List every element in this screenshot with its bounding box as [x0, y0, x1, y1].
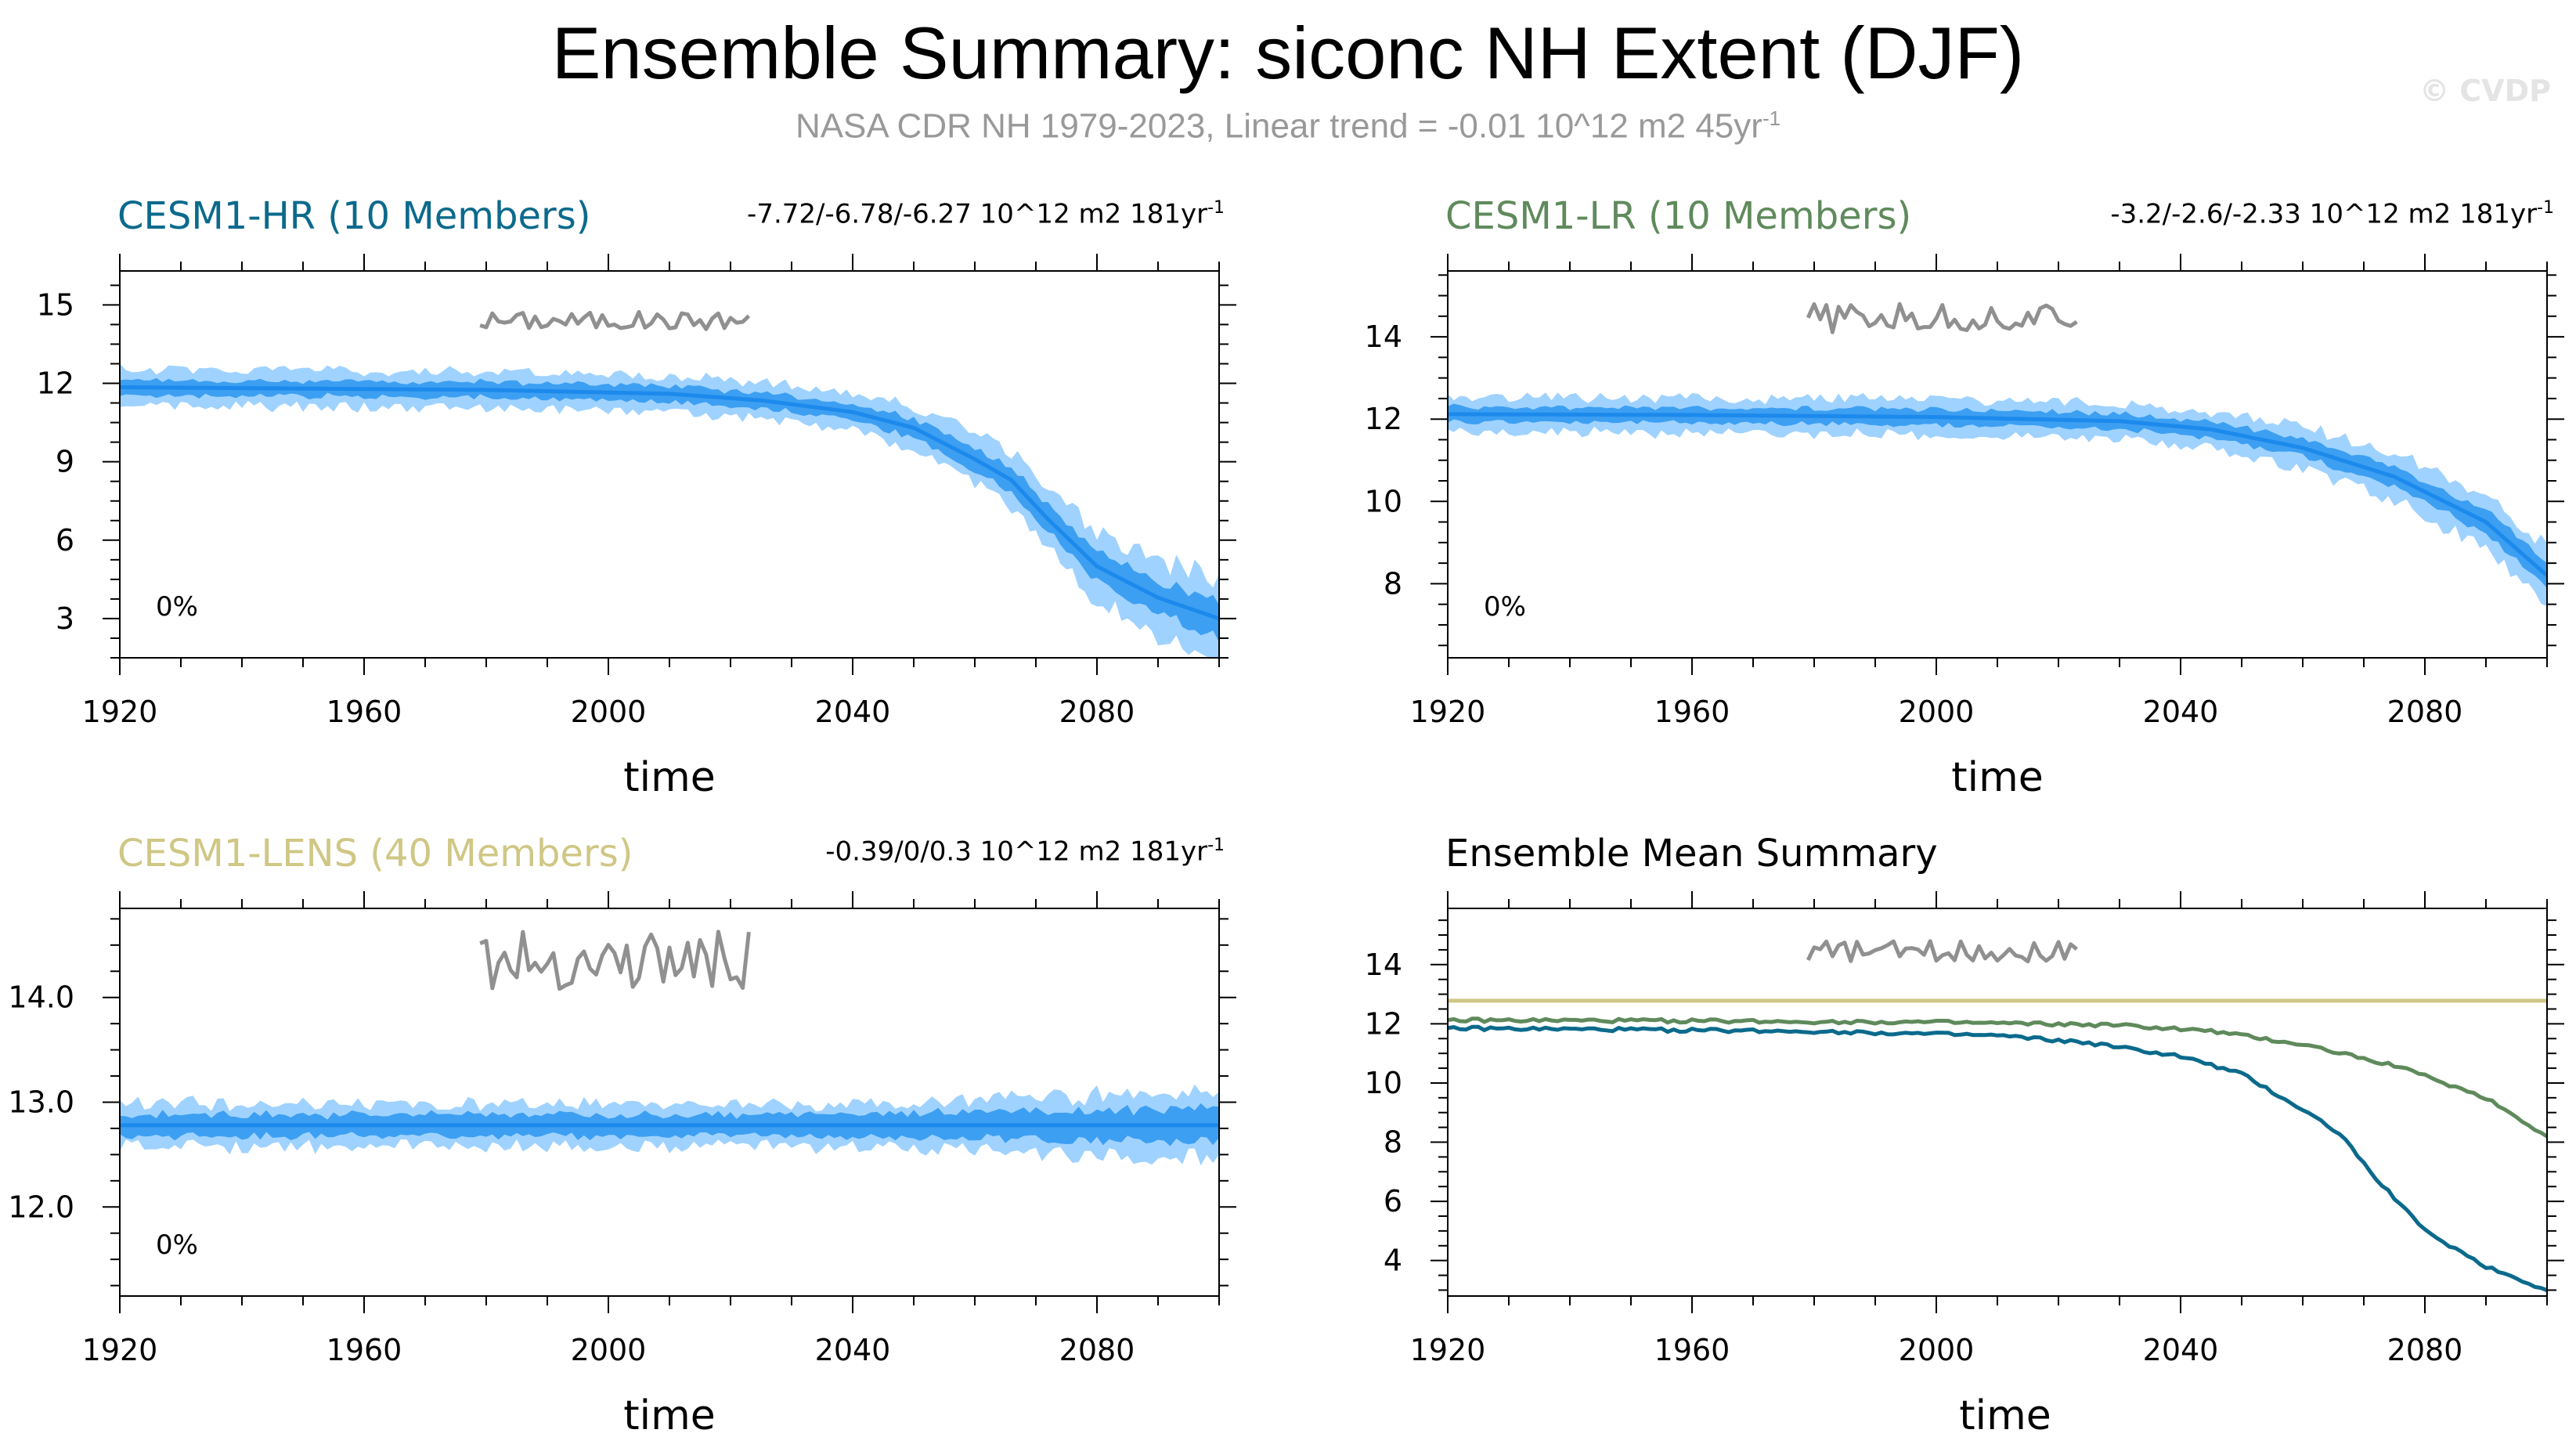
observation-line	[1806, 301, 2078, 334]
percent-label: 0%	[1484, 591, 1526, 623]
stat-exp-lens: -1	[1207, 836, 1225, 855]
y-tick-label: 12	[1365, 402, 1402, 436]
x-tick-label: 2000	[571, 695, 647, 729]
plot-area-hr	[120, 363, 1219, 658]
observation-line	[479, 309, 751, 331]
y-tick-label: 3	[56, 601, 74, 636]
observation-line	[479, 930, 751, 991]
y-tick-label: 12	[37, 366, 74, 401]
plot-area-lens	[120, 1084, 1219, 1166]
y-tick-label: 4	[1384, 1244, 1402, 1278]
page-subtitle: NASA CDR NH 1979-2023, Linear trend = -0…	[0, 107, 2576, 146]
x-axis-label: time	[1951, 754, 2043, 801]
stat-exp-hr: -1	[1207, 198, 1225, 218]
x-tick-label: 1960	[1654, 695, 1730, 729]
ensemble-iqr-band	[1448, 403, 2547, 589]
page-title: Ensemble Summary: siconc NH Extent (DJF)	[551, 12, 2025, 94]
x-tick-label: 1920	[82, 1333, 158, 1367]
plot-frame	[1447, 908, 2548, 1297]
chart-lens: 0% 1920 1960 2000 2040 2080 12.0 13.0 14.0 time	[8, 891, 1236, 1439]
x-tick-label: 2080	[2387, 1333, 2463, 1367]
x-tick-label: 1960	[327, 1333, 402, 1367]
panel-stat-lens: -0.39/0/0.3 10^12 m2 181yr-1	[676, 836, 1225, 867]
percent-label: 0%	[156, 591, 198, 623]
stat-text-lens: -0.39/0/0.3 10^12 m2 181yr	[825, 836, 1208, 868]
y-tick-label: 14.0	[8, 980, 74, 1015]
x-tick-label: 1960	[327, 695, 402, 729]
series-line-hr	[1448, 1024, 2547, 1293]
observation-line	[1806, 939, 2078, 964]
subtitle-text: NASA CDR NH 1979-2023, Linear trend = -0…	[795, 107, 1762, 146]
panel-stat-hr: -7.72/-6.78/-6.27 10^12 m2 181yr-1	[676, 198, 1225, 229]
plot-area-summary	[1448, 998, 2547, 1293]
y-tick-label: 8	[1384, 566, 1402, 601]
x-tick-label: 2040	[2143, 695, 2219, 729]
stat-exp-lr: -1	[2537, 198, 2554, 218]
x-axis-label: time	[1959, 1392, 2051, 1439]
panel-title-summary: Ensemble Mean Summary	[1445, 832, 1938, 876]
chart-hr: 0% 1920 1960 2000 2040 2080 3 6 9 12 15 time	[37, 254, 1236, 801]
y-tick-label: 8	[1384, 1125, 1402, 1160]
x-tick-label: 2080	[1059, 695, 1135, 729]
y-tick-label: 9	[56, 445, 74, 479]
x-tick-label: 1920	[1410, 695, 1486, 729]
chart-lr: 0% 1920 1960 2000 2040 2080 8 10 12 14 time	[1365, 254, 2564, 801]
y-tick-label: 14	[1365, 320, 1402, 354]
panel-stat-lr: -3.2/-2.6/-2.33 10^12 m2 181yr-1	[2006, 198, 2554, 229]
panel-title-hr: CESM1-HR (10 Members)	[117, 194, 591, 238]
y-tick-label: 10	[1365, 1066, 1402, 1100]
y-tick-label: 12.0	[8, 1190, 74, 1224]
x-tick-label: 2040	[815, 1333, 891, 1367]
panel-title-lr: CESM1-LR (10 Members)	[1445, 194, 1912, 238]
x-tick-label: 1920	[1410, 1333, 1486, 1367]
y-tick-label: 10	[1365, 484, 1402, 518]
y-tick-label: 6	[56, 523, 74, 558]
stat-text-lr: -3.2/-2.6/-2.33 10^12 m2 181yr	[2110, 198, 2538, 230]
y-tick-label: 13.0	[8, 1085, 74, 1120]
x-axis-label: time	[623, 1392, 715, 1439]
x-tick-label: 1920	[82, 695, 158, 729]
y-tick-label: 12	[1365, 1006, 1402, 1041]
x-tick-label: 2000	[571, 1333, 647, 1367]
stat-text-hr: -7.72/-6.78/-6.27 10^12 m2 181yr	[747, 198, 1208, 230]
x-tick-label: 2040	[2143, 1333, 2219, 1367]
y-tick-label: 6	[1384, 1184, 1402, 1219]
watermark: © CVDP	[2419, 74, 2551, 108]
subtitle-exponent: -1	[1762, 107, 1781, 130]
panel-title-lens: CESM1-LENS (40 Members)	[117, 832, 633, 876]
ensemble-mean-line	[120, 385, 1219, 621]
chart-summary: 1920 1960 2000 2040 2080 4 6 8 10 12 14	[1365, 891, 2564, 1367]
y-tick-label: 14	[1365, 948, 1402, 982]
x-tick-label: 2000	[1899, 695, 1975, 729]
y-tick-label: 15	[37, 287, 74, 322]
x-tick-label: 2000	[1899, 1333, 1975, 1367]
x-tick-label: 2040	[815, 695, 891, 729]
x-tick-label: 2080	[1059, 1333, 1135, 1367]
series-line-lr	[1448, 1016, 2547, 1139]
percent-label: 0%	[156, 1229, 198, 1261]
ensemble-mean-line	[1448, 412, 2547, 577]
x-axis-label: time	[623, 754, 715, 801]
x-tick-label: 2080	[2387, 695, 2463, 729]
plot-area-lr	[1448, 392, 2547, 607]
x-tick-label: 1960	[1654, 1333, 1730, 1367]
